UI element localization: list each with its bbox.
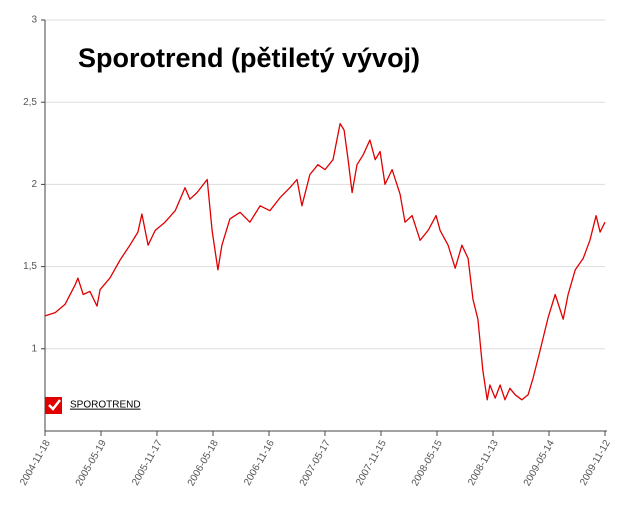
x-tick-label: 2009-05-14: [522, 438, 557, 488]
x-tick-label: 2005-05-19: [74, 438, 109, 488]
x-tick-label: 2007-05-17: [298, 438, 333, 488]
x-tick-label: 2008-11-13: [466, 438, 501, 488]
x-tick-label: 2005-11-17: [130, 438, 165, 488]
y-tick-label: 1: [31, 343, 37, 354]
x-tick-label: 2008-05-15: [410, 438, 445, 488]
line-series: [44, 122, 606, 401]
y-tick-label: 2,5: [23, 97, 37, 108]
x-tick-label: 2004-11-18: [18, 438, 53, 488]
legend[interactable]: SPOROTREND: [45, 397, 141, 414]
x-tick-label: 2009-11-12: [578, 438, 613, 488]
y-tick-label: 2: [31, 179, 37, 190]
legend-label[interactable]: SPOROTREND: [70, 400, 141, 411]
x-tick-label: 2006-11-16: [242, 438, 277, 488]
y-tick-label: 1,5: [23, 261, 37, 272]
y-tick-label: 3: [31, 15, 37, 26]
legend-check: [48, 399, 61, 411]
x-tick-label: 2007-11-15: [354, 438, 389, 488]
legend-checkbox[interactable]: [45, 397, 62, 414]
chart-title: Sporotrend (pětiletý vývoj): [78, 43, 420, 73]
x-tick-label: 2006-05-18: [186, 438, 221, 488]
